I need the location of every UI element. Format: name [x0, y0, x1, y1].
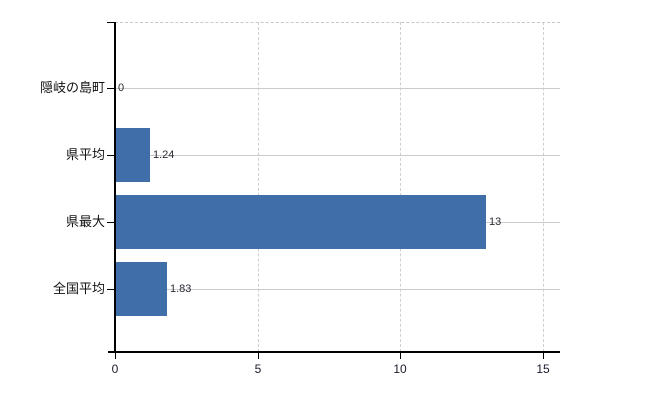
- y-axis-line: [114, 22, 116, 352]
- bar-value-label: 1.83: [170, 283, 192, 295]
- plot-area: 0 1.24 13 1.83: [115, 22, 560, 352]
- x-axis-tick: [400, 353, 401, 359]
- horizontal-gridline: [115, 289, 560, 290]
- vertical-gridline: [543, 22, 544, 352]
- plot-top-border: [115, 22, 560, 23]
- horizontal-gridline: [115, 155, 560, 156]
- bar: [115, 128, 150, 182]
- x-axis-tick-label: 10: [393, 362, 407, 376]
- bar-value-label: 13: [489, 216, 502, 228]
- x-axis-tick: [115, 353, 116, 359]
- bar: [115, 262, 167, 316]
- x-axis-tick: [543, 353, 544, 359]
- y-axis-tick: [107, 22, 114, 23]
- x-axis-tick-label: 0: [111, 362, 119, 376]
- vertical-gridline: [258, 22, 259, 352]
- y-axis-tick: [107, 289, 114, 290]
- bar: [115, 195, 486, 249]
- x-axis-tick-label: 15: [536, 362, 550, 376]
- category-label: 県最大: [65, 214, 105, 229]
- bar-value-label: 1.24: [153, 149, 175, 161]
- x-axis-tick: [258, 353, 259, 359]
- vertical-gridline: [400, 22, 401, 352]
- x-axis-line: [108, 351, 560, 353]
- category-label: 県平均: [65, 147, 105, 162]
- horizontal-gridline: [115, 88, 560, 89]
- y-axis-tick: [107, 155, 114, 156]
- x-axis-tick-label: 5: [254, 362, 262, 376]
- bar-value-label: 0: [118, 82, 125, 94]
- category-label: 隠岐の島町: [39, 80, 105, 95]
- y-axis-tick: [107, 222, 114, 223]
- category-label: 全国平均: [52, 281, 105, 296]
- y-axis-tick: [107, 88, 114, 89]
